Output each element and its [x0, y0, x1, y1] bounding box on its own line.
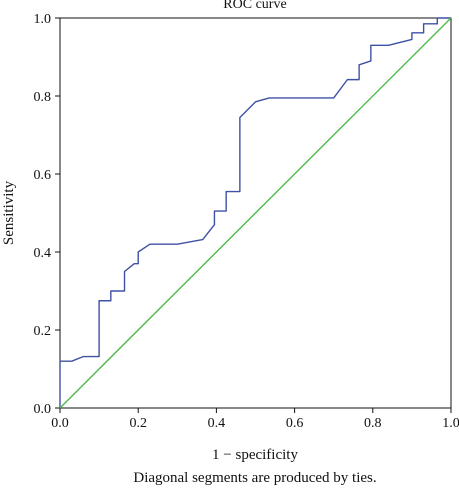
x-tick-label: 0.2: [129, 416, 147, 431]
x-tick-label: 0.0: [51, 416, 69, 431]
x-tick-label: 1.0: [442, 416, 459, 431]
y-tick-label: 0.2: [34, 324, 52, 339]
x-tick-label: 0.4: [208, 416, 226, 431]
x-axis-label: 1 − specificity: [212, 447, 298, 463]
y-tick-label: 0.6: [34, 168, 52, 183]
plot-area: 0.0 0.2 0.4 0.6 0.8 1.0 0.0 0.2 0.4 0.6 0.8 1.0: [34, 12, 459, 431]
x-tick-label: 0.6: [286, 416, 304, 431]
y-tick-label: 1.0: [34, 12, 52, 27]
y-tick-label: 0.8: [34, 90, 52, 105]
x-tick-label: 0.8: [364, 416, 382, 431]
y-tick-label: 0.0: [34, 402, 52, 417]
y-tick-label: 0.4: [34, 246, 52, 261]
chart-title: ROC curve: [223, 0, 286, 12]
chart-footnote: Diagonal segments are produced by ties.: [133, 470, 376, 486]
reference-diagonal-line: [60, 18, 451, 408]
y-axis-label: Sensitivity: [1, 180, 17, 245]
